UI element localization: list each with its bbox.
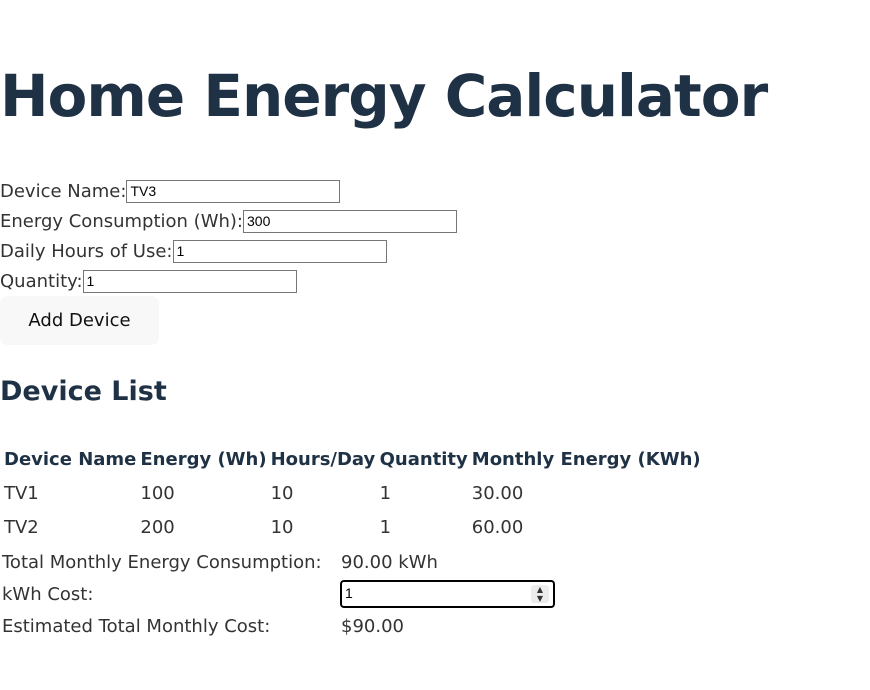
add-device-button[interactable]: Add Device (0, 296, 159, 345)
col-monthly-energy: Monthly Energy (KWh) (471, 448, 701, 470)
total-energy-row: Total Monthly Energy Consumption: 90.00 … (2, 546, 554, 578)
col-quantity: Quantity (379, 448, 468, 470)
estimated-cost-value: $90.00 (341, 615, 404, 637)
estimated-cost-row: Estimated Total Monthly Cost: $90.00 (2, 610, 554, 642)
kwh-cost-label: kWh Cost: (2, 583, 94, 605)
cell-energy: 200 (140, 516, 175, 538)
total-energy-label: Total Monthly Energy Consumption: (2, 551, 322, 573)
cell-energy: 100 (140, 482, 175, 504)
quantity-input[interactable] (82, 269, 297, 293)
kwh-cost-field[interactable]: ▲▼ (341, 581, 554, 607)
spinner-arrows-icon[interactable]: ▲ ▼ (531, 585, 549, 603)
kwh-cost-input[interactable] (342, 582, 528, 604)
total-energy-value: 90.00 kWh (341, 551, 438, 573)
cell-hours: 10 (270, 516, 294, 538)
cell-device-name: TV2 (4, 516, 39, 538)
energy-label: Energy Consumption (Wh): (0, 210, 243, 232)
col-hours: Hours/Day (270, 448, 376, 470)
device-table: Device Name Energy (Wh) Hours/Day Quanti… (0, 442, 702, 544)
cell-monthly-energy: 60.00 (471, 516, 524, 538)
hours-input[interactable] (172, 239, 387, 263)
kwh-cost-row: kWh Cost: ▲▼ (2, 578, 554, 610)
summary: Total Monthly Energy Consumption: 90.00 … (2, 546, 554, 642)
table-header-row: Device Name Energy (Wh) Hours/Day Quanti… (0, 442, 702, 476)
col-device-name: Device Name (4, 448, 137, 470)
device-name-input[interactable] (126, 179, 341, 203)
device-name-row: Device Name: (0, 176, 457, 206)
col-energy: Energy (Wh) (140, 448, 267, 470)
quantity-row: Quantity: (0, 266, 457, 296)
device-name-label: Device Name: (0, 180, 127, 202)
table-row: TV1 100 10 1 30.00 (0, 476, 702, 510)
hours-label: Daily Hours of Use: (0, 240, 173, 262)
table-row: TV2 200 10 1 60.00 (0, 510, 702, 544)
cell-monthly-energy: 30.00 (471, 482, 524, 504)
cell-quantity: 1 (379, 516, 392, 538)
device-list-heading: Device List (0, 376, 167, 407)
hours-row: Daily Hours of Use: (0, 236, 457, 266)
energy-row: Energy Consumption (Wh): (0, 206, 457, 236)
cell-device-name: TV1 (4, 482, 39, 504)
energy-input[interactable] (243, 209, 457, 233)
page-title: Home Energy Calculator (0, 62, 768, 130)
estimated-cost-label: Estimated Total Monthly Cost: (2, 615, 271, 637)
cell-hours: 10 (270, 482, 294, 504)
quantity-label: Quantity: (0, 270, 83, 292)
cell-quantity: 1 (379, 482, 392, 504)
device-form: Device Name: Energy Consumption (Wh): Da… (0, 176, 457, 296)
